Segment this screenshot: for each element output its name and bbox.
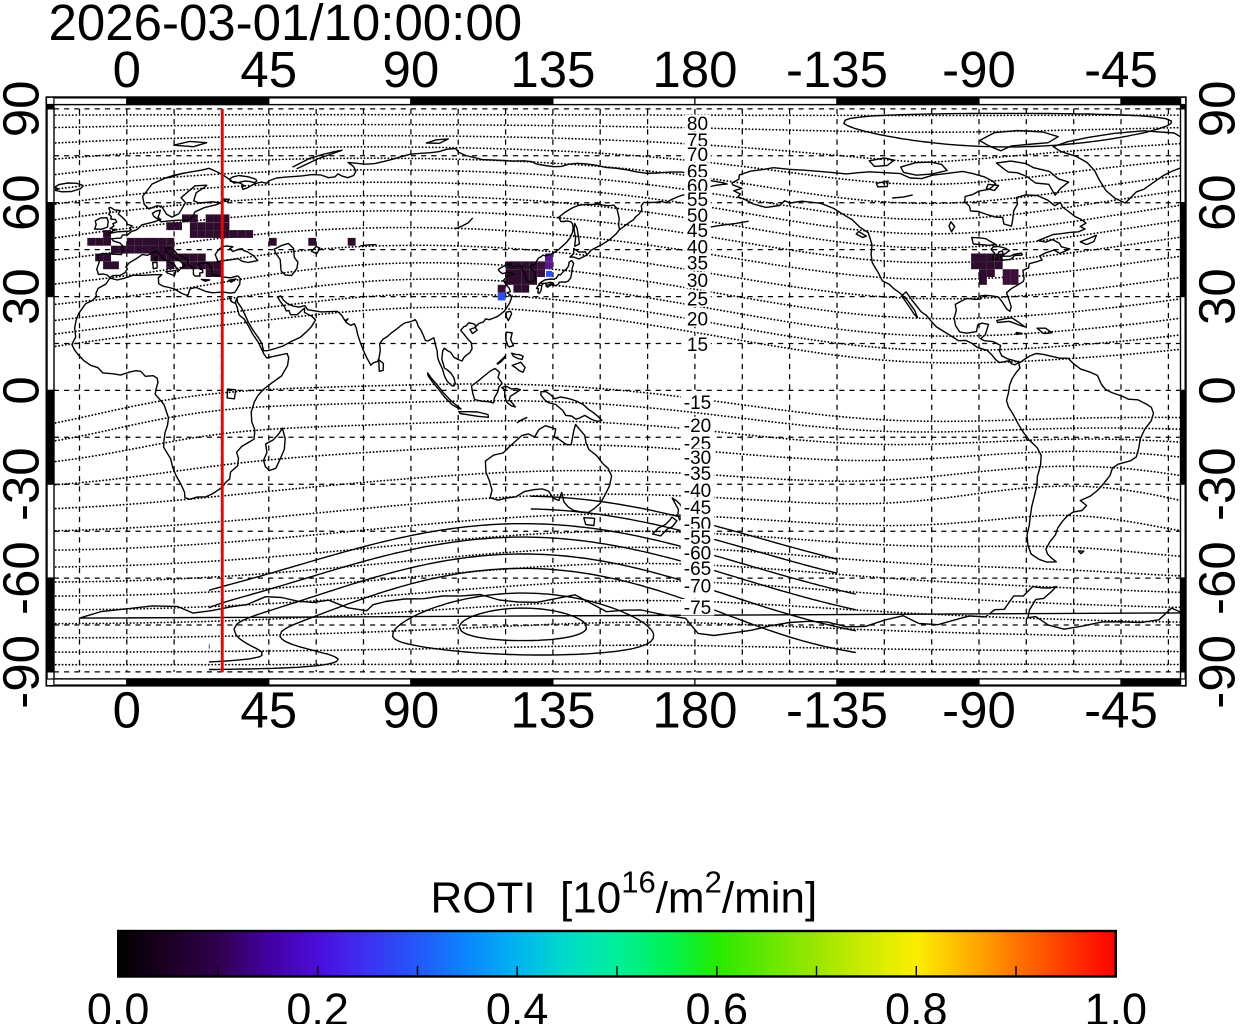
svg-text:90: 90 [383,682,440,739]
svg-text:-135: -135 [786,682,888,739]
svg-text:180: 180 [652,682,737,739]
svg-text:-90: -90 [942,41,1016,98]
svg-text:-45: -45 [1084,682,1158,739]
svg-text:0.0: 0.0 [87,984,150,1024]
svg-text:-60: -60 [684,544,711,565]
svg-text:135: 135 [510,682,595,739]
svg-text:-65: -65 [684,559,711,580]
svg-text:45: 45 [687,221,708,242]
svg-text:2026-03-01/10:00:00: 2026-03-01/10:00:00 [49,0,523,51]
svg-text:0: 0 [1189,376,1240,404]
svg-text:-30: -30 [0,447,50,521]
svg-text:0: 0 [0,376,50,404]
svg-text:-35: -35 [684,464,711,485]
svg-text:45: 45 [240,682,297,739]
svg-text:-90: -90 [942,682,1016,739]
svg-text:-45: -45 [684,498,711,519]
svg-text:1.0: 1.0 [1085,984,1148,1024]
svg-text:0: 0 [113,41,141,98]
svg-text:-60: -60 [1189,541,1240,615]
svg-text:90: 90 [383,41,440,98]
svg-text:0.8: 0.8 [885,984,948,1024]
svg-text:-30: -30 [684,448,711,469]
svg-text:15: 15 [687,335,708,356]
svg-text:-40: -40 [684,481,711,502]
svg-text:-30: -30 [1189,447,1240,521]
svg-text:80: 80 [687,114,708,135]
svg-text:180: 180 [652,41,737,98]
svg-text:-45: -45 [1084,41,1158,98]
svg-text:135: 135 [510,41,595,98]
svg-text:90: 90 [1189,81,1240,138]
svg-text:0.2: 0.2 [286,984,349,1024]
svg-text:-75: -75 [684,598,711,619]
svg-text:25: 25 [687,290,708,311]
svg-text:30: 30 [0,268,50,325]
svg-text:35: 35 [687,254,708,275]
svg-text:0: 0 [113,682,141,739]
svg-text:30: 30 [687,271,708,292]
svg-text:-55: -55 [684,528,711,549]
svg-text:40: 40 [687,237,708,258]
svg-text:90: 90 [0,81,50,138]
svg-text:55: 55 [687,190,708,211]
svg-text:-90: -90 [0,635,50,709]
svg-text:60: 60 [1189,174,1240,231]
svg-text:-15: -15 [684,393,711,414]
svg-text:30: 30 [1189,268,1240,325]
svg-text:-60: -60 [0,541,50,615]
svg-text:70: 70 [687,145,708,166]
svg-text:-70: -70 [684,576,711,597]
svg-text:-20: -20 [684,416,711,437]
svg-text:60: 60 [0,174,50,231]
svg-text:20: 20 [687,310,708,331]
svg-text:0.4: 0.4 [486,984,549,1024]
svg-text:-90: -90 [1189,635,1240,709]
svg-text:0.6: 0.6 [686,984,749,1024]
svg-text:-135: -135 [786,41,888,98]
svg-text:45: 45 [240,41,297,98]
